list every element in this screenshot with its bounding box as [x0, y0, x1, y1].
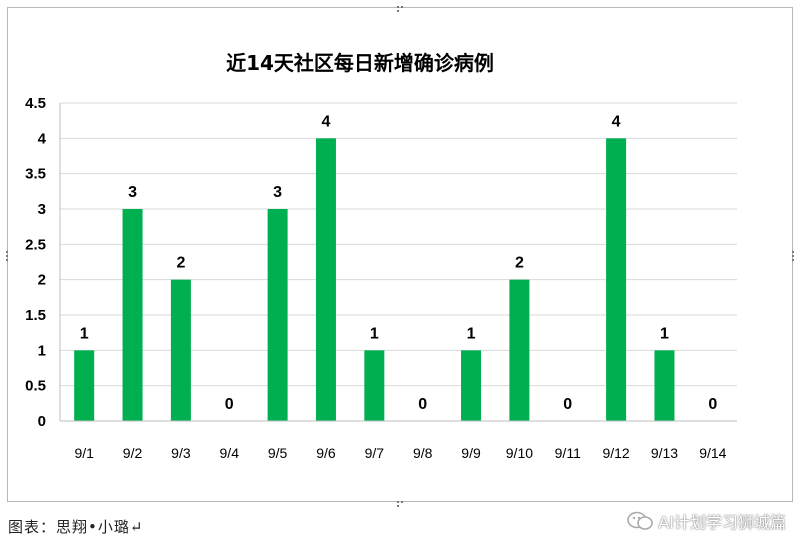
bar	[122, 209, 143, 421]
watermark-text: AI计划学习狮城篇	[658, 513, 786, 532]
x-tick-label: 9/2	[123, 445, 143, 461]
bar	[461, 350, 482, 421]
data-label: 2	[515, 255, 524, 272]
bars: 1 3 2 0 3 4 1 0 1 2 0 4 1 0	[74, 113, 717, 422]
x-tick-label: 9/10	[506, 445, 533, 461]
data-label: 0	[225, 396, 234, 413]
data-label: 4	[322, 113, 331, 130]
resize-handle-top[interactable]	[396, 5, 404, 12]
data-label: 0	[418, 396, 427, 413]
data-label: 3	[128, 184, 137, 201]
bar	[74, 350, 95, 421]
data-label: 2	[176, 255, 185, 272]
x-tick-label: 9/5	[268, 445, 288, 461]
bar	[315, 138, 336, 422]
bar	[654, 350, 675, 421]
chart-title: 近14天社区每日新增确诊病例	[226, 51, 494, 75]
y-tick-label: 4	[38, 130, 47, 147]
figure-caption: 图表：思翔•小璐↵	[8, 518, 144, 536]
x-tick-label: 9/13	[651, 445, 678, 461]
y-tick-label: 3	[38, 201, 46, 218]
bar	[170, 279, 191, 421]
x-tick-label: 9/8	[413, 445, 433, 461]
y-tick-label: 1	[38, 342, 46, 359]
data-label: 1	[370, 325, 379, 342]
watermark: AI计划学习狮城篇	[626, 509, 786, 533]
y-tick-label: 2	[38, 272, 46, 289]
x-tick-label: 9/9	[461, 445, 481, 461]
y-tick-label: 1.5	[25, 307, 46, 324]
bar	[606, 138, 627, 422]
y-tick-label: 0	[38, 413, 46, 430]
data-label: 1	[660, 325, 669, 342]
data-label: 3	[273, 184, 282, 201]
x-tick-label: 9/14	[699, 445, 726, 461]
x-tick-label: 9/12	[602, 445, 629, 461]
bar	[364, 350, 385, 421]
y-tick-label: 3.5	[25, 166, 46, 183]
x-tick-label: 9/7	[365, 445, 385, 461]
bar	[267, 209, 288, 421]
y-tick-label: 2.5	[25, 236, 46, 253]
chat-bubble-icon	[627, 511, 654, 530]
data-label: 0	[563, 396, 572, 413]
resize-handle-left[interactable]	[5, 250, 9, 261]
x-tick-label: 9/6	[316, 445, 336, 461]
x-axis: 9/1 9/2 9/3 9/4 9/5 9/6 9/7 9/8 9/9 9/10 9/11 9/12 9…	[60, 420, 737, 461]
data-label: 1	[80, 325, 89, 342]
grid-lines	[60, 102, 737, 422]
y-tick-label: 4.5	[25, 95, 46, 112]
y-tick-label: 0.5	[25, 378, 46, 395]
bar-chart: 近14天社区每日新增确诊病例 00.511.522.533.544.5 1320…	[25, 51, 737, 461]
x-tick-label: 9/1	[74, 445, 94, 461]
x-tick-label: 9/11	[555, 445, 581, 461]
data-label: 1	[467, 325, 476, 342]
y-axis: 0 0.5 1 1.5 2 2.5 3 3.5 4 4.5	[25, 95, 61, 430]
resize-handle-bottom[interactable]	[396, 500, 404, 507]
resize-handle-right[interactable]	[791, 250, 795, 261]
bar	[509, 279, 530, 421]
x-tick-label: 9/3	[171, 445, 191, 461]
x-tick-label: 9/4	[220, 445, 240, 461]
data-label: 0	[708, 396, 717, 413]
data-label: 4	[612, 113, 621, 130]
